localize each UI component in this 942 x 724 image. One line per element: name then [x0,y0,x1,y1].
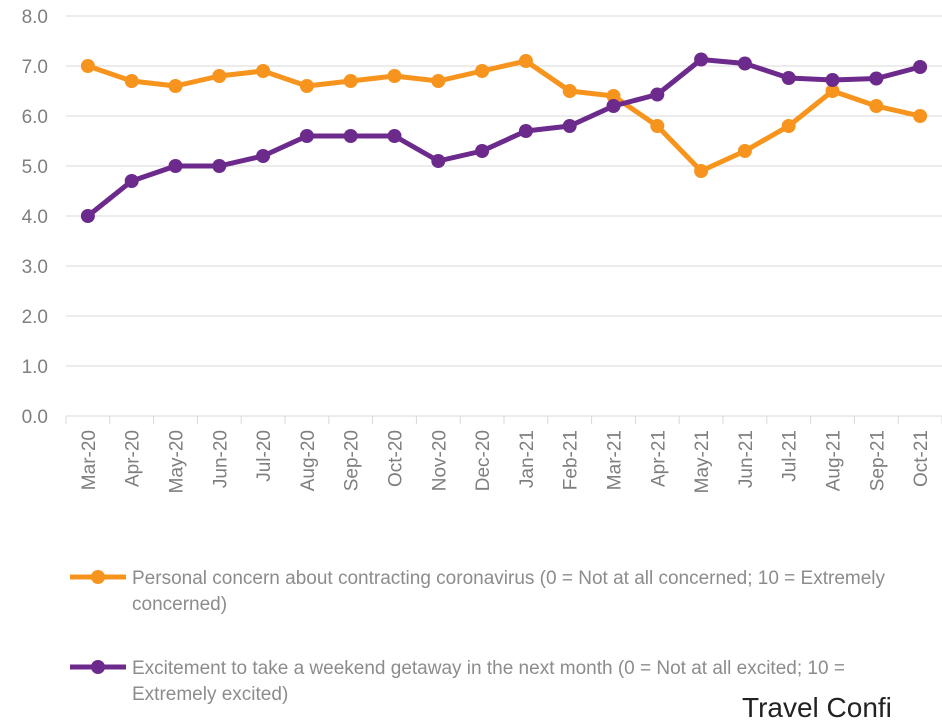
data-point [80,209,95,223]
data-point [694,164,709,178]
data-point [299,129,314,143]
data-point [475,144,490,158]
series-group [80,52,928,223]
y-tick-label: 1.0 [22,357,48,378]
x-tick-label: Jun-21 [736,430,757,488]
data-point [256,64,271,78]
data-point [343,74,358,88]
data-point [168,79,183,93]
data-point [781,119,796,133]
data-point [212,69,227,83]
data-point [606,99,621,113]
legend-marker-excitement [70,660,126,674]
data-point [387,129,402,143]
series-line [85,58,923,174]
x-tick-label: Oct-20 [386,430,407,487]
x-tick-label: Nov-20 [429,430,450,491]
data-point [650,87,665,102]
y-tick-label: 0.0 [22,407,48,428]
data-point [518,54,533,68]
data-point [825,84,840,98]
y-tick-label: 3.0 [22,257,48,278]
x-tick-label: Oct-21 [911,430,932,487]
x-tick-label: May-20 [167,430,188,493]
x-tick-label: Aug-21 [824,430,845,491]
series-0 [80,54,928,178]
x-tick-label: Apr-21 [648,430,669,487]
legend-label-excitement: Excitement to take a weekend getaway in … [132,658,845,705]
y-tick-label: 5.0 [22,157,48,178]
data-point [869,99,884,113]
x-tick-label: Jan-21 [517,430,538,488]
data-point [124,174,139,188]
x-tick-label: Jul-20 [254,430,275,482]
data-point [650,119,665,133]
data-point [212,159,227,173]
legend-item-concern: Personal concern about contracting coron… [68,566,928,618]
data-point [562,119,577,133]
data-point [606,89,621,103]
data-point [80,59,95,73]
x-tick-label: Mar-21 [605,430,626,490]
data-point [343,129,358,143]
data-point [737,144,752,158]
legend-item-excitement: Excitement to take a weekend getaway in … [68,656,928,708]
y-tick-label: 6.0 [22,107,48,128]
y-axis-ticks: 0.0 1.0 2.0 3.0 4.0 5.0 6.0 7.0 8.0 [22,7,48,428]
x-tick-label: Sep-20 [342,430,363,491]
x-tick-label: Mar-20 [79,430,100,490]
data-point [825,73,840,87]
x-tick-label: Feb-21 [561,430,582,490]
x-tick-label: Dec-20 [473,430,494,491]
series-line [85,57,923,219]
y-tick-label: 2.0 [22,307,48,328]
legend-label-concern: Personal concern about contracting coron… [132,568,886,615]
data-point [387,69,402,83]
legend: Personal concern about contracting coron… [68,566,928,618]
data-point [168,159,183,173]
data-point [475,64,490,78]
x-tick-label: May-21 [692,430,713,493]
series-1 [80,52,928,223]
footer-title: Travel Confi [742,692,892,723]
x-tick-label: Sep-21 [867,430,888,491]
data-point [869,71,884,86]
y-tick-label: 7.0 [22,57,48,78]
y-tick-label: 8.0 [22,7,48,28]
data-point [431,74,446,88]
data-point [913,109,928,123]
data-point [299,79,314,93]
x-tick-label: Apr-20 [123,430,144,487]
x-axis-ticks: Mar-20 Apr-20 May-20 Jun-20 Jul-20 Aug-20 Sep-… [65,416,942,493]
data-point [431,154,446,168]
x-tick-label: Jul-21 [780,430,801,482]
data-point [124,74,139,88]
data-point [256,149,271,163]
data-point [518,124,533,138]
data-point [913,60,928,74]
data-point [737,56,752,71]
data-point [562,84,577,98]
x-tick-label: Aug-20 [298,430,319,491]
data-point [694,52,709,67]
data-point [781,71,796,85]
x-tick-label: Jun-20 [210,430,231,488]
y-tick-label: 4.0 [22,207,48,228]
legend-2: Excitement to take a weekend getaway in … [68,656,928,708]
legend-marker-concern [70,570,126,584]
line-chart: 0.0 1.0 2.0 3.0 4.0 5.0 6.0 7.0 8.0 Mar-20 Apr-20… [22,7,942,493]
